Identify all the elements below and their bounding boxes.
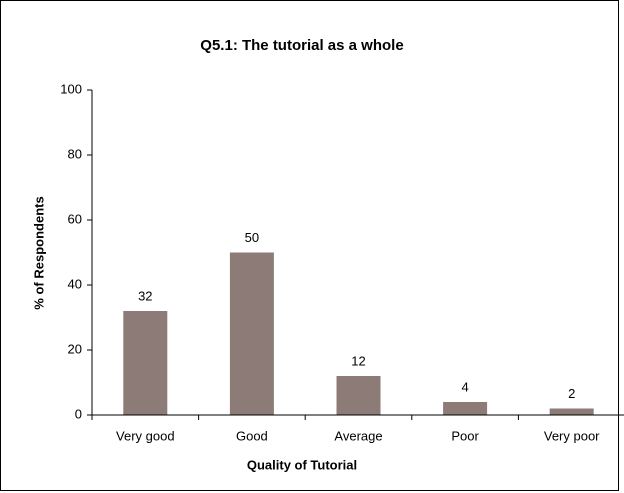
y-axis-title: % of Respondents [31, 196, 46, 309]
bar [123, 311, 168, 415]
x-tick-label: Average [334, 428, 382, 443]
bar [549, 408, 594, 415]
y-tick-label: 20 [68, 341, 82, 356]
data-label: 12 [351, 353, 365, 368]
data-label: 2 [568, 386, 575, 401]
y-tick-label: 60 [68, 211, 82, 226]
x-tick-label: Very good [116, 428, 175, 443]
x-tick-label: Poor [451, 428, 479, 443]
y-tick-label: 80 [68, 146, 82, 161]
chart-title: Q5.1: The tutorial as a whole [200, 37, 403, 54]
y-tick-label: 40 [68, 276, 82, 291]
bar [443, 402, 488, 415]
x-tick-label: Very poor [544, 428, 600, 443]
y-tick-label: 0 [75, 406, 82, 421]
data-label: 32 [138, 288, 152, 303]
y-tick-label: 100 [60, 81, 82, 96]
data-label: 4 [461, 379, 468, 394]
bar [336, 376, 381, 415]
x-axis-title: Quality of Tutorial [247, 457, 357, 472]
x-tick-label: Good [236, 428, 268, 443]
bar [229, 252, 274, 415]
data-label: 50 [245, 230, 259, 245]
